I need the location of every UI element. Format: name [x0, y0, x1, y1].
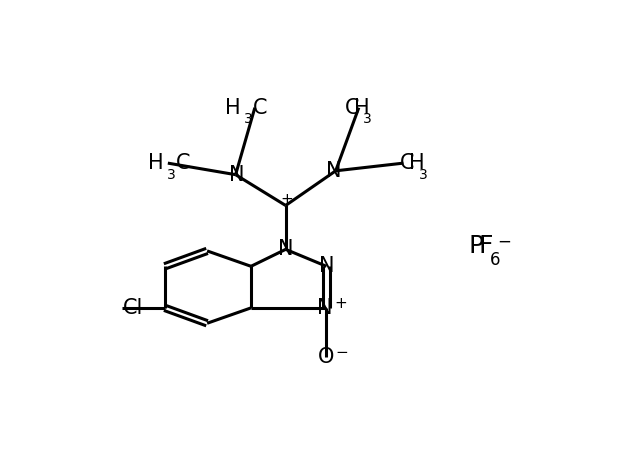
Text: F: F	[479, 234, 493, 258]
Text: H: H	[354, 98, 370, 118]
Text: 3: 3	[364, 112, 372, 126]
Text: 3: 3	[419, 168, 428, 182]
Text: C: C	[345, 98, 360, 118]
Text: H: H	[225, 98, 241, 118]
Text: +: +	[281, 192, 294, 207]
Text: C: C	[253, 98, 268, 118]
Text: −: −	[336, 345, 348, 360]
Text: N: N	[326, 161, 342, 181]
Text: H: H	[409, 153, 424, 173]
Text: N: N	[229, 165, 245, 185]
Text: +: +	[334, 296, 347, 311]
Text: N: N	[319, 256, 335, 276]
Text: C: C	[399, 153, 414, 173]
Text: −: −	[497, 233, 511, 251]
Text: C: C	[176, 153, 191, 173]
Text: 3: 3	[167, 168, 176, 182]
Text: 3: 3	[244, 112, 253, 126]
Text: P: P	[468, 234, 483, 258]
Text: N: N	[278, 239, 293, 260]
Text: 6: 6	[490, 251, 500, 269]
Text: O: O	[318, 347, 335, 367]
Text: Cl: Cl	[123, 298, 143, 318]
Text: H: H	[148, 153, 164, 173]
Text: N: N	[317, 298, 333, 318]
